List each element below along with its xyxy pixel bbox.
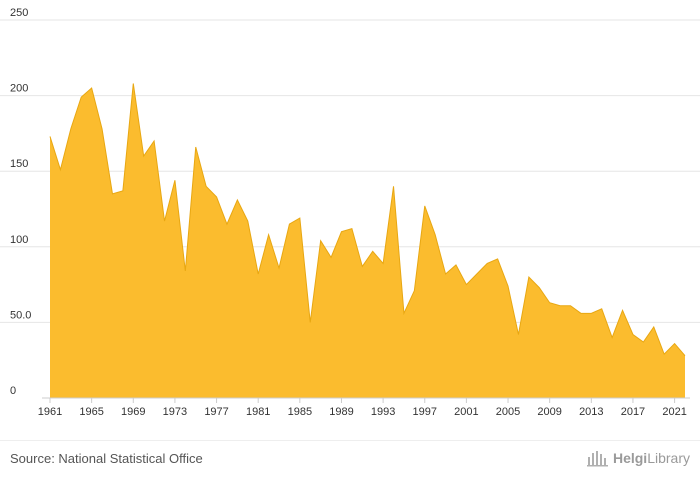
data-point[interactable] [516, 332, 520, 336]
data-point[interactable] [558, 304, 562, 308]
data-point[interactable] [173, 178, 177, 182]
x-tick-label: 1993 [371, 406, 395, 418]
data-point[interactable] [308, 320, 312, 324]
data-point[interactable] [673, 342, 677, 346]
y-tick-label: 150 [10, 158, 28, 170]
data-point[interactable] [194, 145, 198, 149]
x-tick-label: 1981 [246, 406, 270, 418]
data-point[interactable] [277, 266, 281, 270]
x-tick-label: 2017 [621, 406, 645, 418]
area-fill [50, 83, 685, 398]
data-point[interactable] [58, 168, 62, 172]
x-tick-label: 1989 [329, 406, 353, 418]
x-tick-label: 1961 [38, 406, 62, 418]
data-point[interactable] [204, 184, 208, 188]
x-tick-label: 2009 [537, 406, 561, 418]
data-point[interactable] [444, 272, 448, 276]
y-tick-label: 200 [10, 83, 28, 95]
data-point[interactable] [360, 264, 364, 268]
data-point[interactable] [506, 284, 510, 288]
brand-suffix: Library [647, 450, 690, 466]
helgi-library-logo[interactable]: Helgi Library [586, 449, 690, 467]
data-point[interactable] [235, 198, 239, 202]
y-tick-label: 100 [10, 234, 28, 246]
data-point[interactable] [131, 82, 135, 86]
data-point[interactable] [652, 325, 656, 329]
x-tick-label: 1965 [79, 406, 103, 418]
data-point[interactable] [496, 257, 500, 261]
source-note: Source: National Statistical Office [10, 451, 203, 466]
series-line [49, 83, 686, 356]
data-point[interactable] [527, 275, 531, 279]
data-point[interactable] [631, 332, 635, 336]
x-axis: 1961 1965 1969 1973 1977 1981 1985 1989 1993 1997… [38, 397, 690, 418]
data-point[interactable] [215, 195, 219, 199]
data-point[interactable] [183, 269, 187, 273]
data-point[interactable] [79, 95, 83, 99]
x-tick-label: 1997 [413, 406, 437, 418]
x-tick-label: 2013 [579, 406, 603, 418]
data-point[interactable] [110, 192, 114, 196]
data-point[interactable] [662, 352, 666, 356]
data-point[interactable] [454, 263, 458, 267]
data-point[interactable] [433, 233, 437, 237]
data-point[interactable] [319, 239, 323, 243]
data-point[interactable] [392, 184, 396, 188]
data-point[interactable] [121, 189, 125, 193]
data-point[interactable] [537, 286, 541, 290]
x-tick-label: 1985 [288, 406, 312, 418]
data-point[interactable] [589, 311, 593, 315]
y-tick-label: 50.0 [10, 309, 31, 321]
x-tick-label: 2021 [662, 406, 686, 418]
data-point[interactable] [246, 219, 250, 223]
data-point[interactable] [267, 233, 271, 237]
footer: Source: National Statistical Office Helg… [0, 440, 700, 483]
data-point[interactable] [339, 230, 343, 234]
data-point[interactable] [423, 204, 427, 208]
data-point[interactable] [683, 354, 687, 358]
x-tick-label: 1977 [204, 406, 228, 418]
data-point[interactable] [225, 222, 229, 226]
data-point[interactable] [475, 272, 479, 276]
data-point[interactable] [381, 261, 385, 265]
data-point[interactable] [298, 216, 302, 220]
data-point[interactable] [621, 308, 625, 312]
y-tick-label: 0 [10, 385, 16, 397]
data-point[interactable] [641, 340, 645, 344]
data-point[interactable] [579, 311, 583, 315]
helgi-library-icon [586, 451, 608, 467]
data-point[interactable] [464, 283, 468, 287]
brand-name: Helgi [612, 450, 648, 466]
data-point[interactable] [412, 289, 416, 293]
data-point[interactable] [48, 134, 52, 138]
x-tick-label: 1969 [121, 406, 145, 418]
data-point[interactable] [287, 222, 291, 226]
area-series [48, 82, 687, 398]
y-tick-label: 250 [10, 7, 28, 19]
data-point[interactable] [90, 86, 94, 90]
data-point[interactable] [256, 272, 260, 276]
data-point[interactable] [548, 301, 552, 305]
x-tick-label: 2001 [454, 406, 478, 418]
y-axis: 0 50.0 100 150 200 250 [10, 7, 31, 397]
data-point[interactable] [163, 219, 167, 223]
data-point[interactable] [485, 261, 489, 265]
x-tick-label: 2005 [496, 406, 520, 418]
data-point[interactable] [350, 227, 354, 231]
data-point[interactable] [568, 304, 572, 308]
x-tick-label: 1973 [163, 406, 187, 418]
data-point[interactable] [610, 336, 614, 340]
data-point[interactable] [329, 255, 333, 259]
data-point[interactable] [600, 307, 604, 311]
data-point[interactable] [371, 249, 375, 253]
data-point[interactable] [142, 154, 146, 158]
data-point[interactable] [69, 127, 73, 131]
area-chart: 1961 1965 1969 1973 1977 1981 1985 1989 1993 1997… [0, 7, 700, 418]
data-point[interactable] [100, 127, 104, 131]
data-point[interactable] [152, 139, 156, 143]
data-point[interactable] [402, 311, 406, 315]
